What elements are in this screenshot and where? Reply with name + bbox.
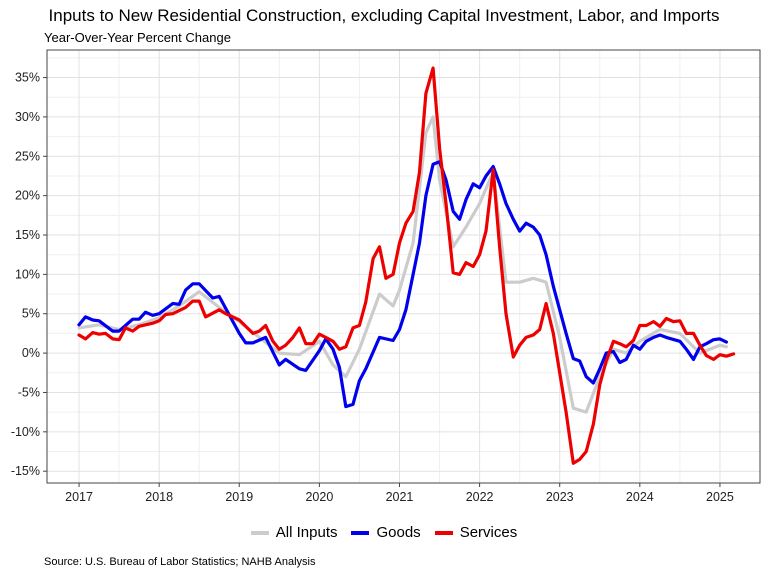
- y-tick-label: 20%: [15, 189, 40, 203]
- y-tick-label: 0%: [22, 346, 40, 360]
- y-tick-label: 15%: [15, 228, 40, 242]
- x-tick-label: 2021: [386, 490, 414, 504]
- legend-label-goods: Goods: [376, 524, 421, 541]
- y-tick-label: 30%: [15, 110, 40, 124]
- chart-subtitle: Year-Over-Year Percent Change: [44, 30, 231, 45]
- y-tick-label: -5%: [18, 385, 40, 399]
- y-tick-label: 5%: [22, 307, 40, 321]
- x-tick-label: 2025: [706, 490, 734, 504]
- y-tick-label: 35%: [15, 71, 40, 85]
- x-tick-label: 2023: [546, 490, 574, 504]
- x-tick-label: 2019: [225, 490, 253, 504]
- minor-grid: [47, 50, 760, 483]
- legend-swatch-services: [434, 530, 453, 535]
- y-tick-label: -10%: [11, 425, 40, 439]
- x-tick-label: 2017: [65, 490, 93, 504]
- x-tick-label: 2022: [466, 490, 494, 504]
- y-tick-label: 10%: [15, 267, 40, 281]
- y-tick-label: 25%: [15, 149, 40, 163]
- chart-title: Inputs to New Residential Construction, …: [48, 6, 720, 25]
- x-tick-label: 2018: [145, 490, 173, 504]
- legend-item-services: Services: [434, 524, 518, 541]
- x-tick-label: 2024: [626, 490, 654, 504]
- source-note: Source: U.S. Bureau of Labor Statistics;…: [44, 556, 316, 568]
- legend-swatch-all-inputs: [250, 530, 269, 535]
- legend-label-all-inputs: All Inputs: [275, 524, 338, 541]
- x-tick-label: 2020: [305, 490, 333, 504]
- legend-item-all-inputs: All Inputs: [250, 524, 338, 541]
- series-line-services: [77, 66, 736, 465]
- legend-label-services: Services: [459, 524, 518, 541]
- legend: All Inputs Goods Services: [0, 524, 768, 541]
- legend-item-goods: Goods: [351, 524, 421, 541]
- plot-border: [46, 49, 761, 484]
- legend-swatch-goods: [351, 530, 370, 535]
- series-line-all-inputs: [77, 115, 728, 414]
- y-tick-label: -15%: [11, 464, 40, 478]
- series-line-goods: [77, 160, 728, 409]
